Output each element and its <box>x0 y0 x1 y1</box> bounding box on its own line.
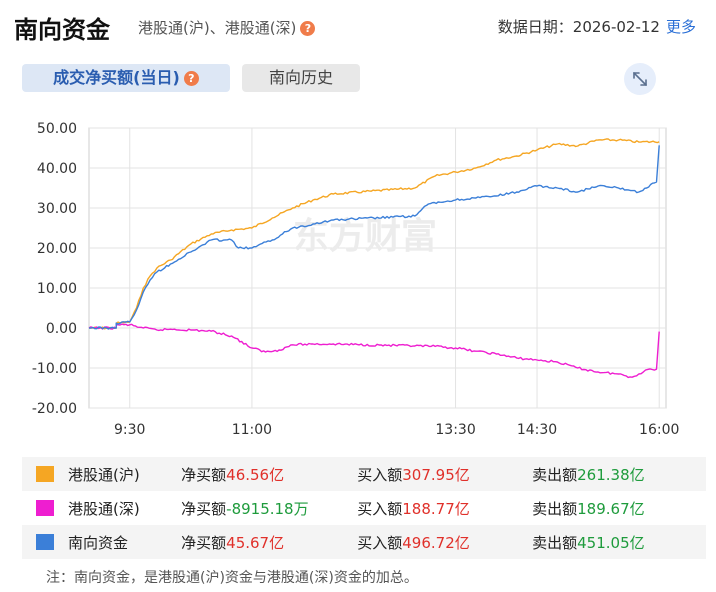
page-subtitle: 港股通(沪)、港股通(深)? <box>138 17 316 38</box>
y-tick-label: -10.00 <box>32 361 77 377</box>
legend-series-name: 南向资金 <box>68 533 129 552</box>
y-axis: 50.00 40.00 30.00 20.00 10.00 0.00 -10.00 -20.0… <box>32 121 77 417</box>
buy-label: 买入额 <box>357 533 403 552</box>
data-date-label: 数据日期：2026-02-12 <box>497 18 660 36</box>
data-date: 数据日期：2026-02-12 更多 <box>498 16 696 37</box>
chart-series <box>88 138 660 379</box>
y-tick-label: 30.00 <box>37 201 77 217</box>
legend-net-cell: 净买额-8915.18万 <box>180 491 356 525</box>
more-link[interactable]: 更多 <box>665 18 696 36</box>
net-buy-value: -8915.18万 <box>226 499 309 518</box>
watermark: 东方财富 <box>293 215 437 257</box>
legend-net-cell: 净买额45.67亿 <box>180 525 356 559</box>
buy-label: 买入额 <box>357 499 403 518</box>
buy-value: 307.95亿 <box>402 465 470 484</box>
legend-buy-cell: 买入额496.72亿 <box>356 525 531 559</box>
series-line <box>88 323 660 379</box>
legend-sell-cell: 卖出额261.38亿 <box>531 457 706 491</box>
legend-name-cell: 港股通(沪) <box>22 457 180 491</box>
line-chart: 东方财富 50.00 40.00 30.00 20.00 10.00 0.00 -10.00… <box>32 121 680 438</box>
expand-icon <box>633 72 647 86</box>
sell-label: 卖出额 <box>532 465 578 484</box>
footnote: 注：南向资金，是港股通(沪)资金与港股通(深)资金的加总。 <box>46 570 418 586</box>
series-line <box>88 145 660 330</box>
x-tick-label: 16:00 <box>639 422 679 438</box>
legend-sell-cell: 卖出额189.67亿 <box>531 491 706 525</box>
tab-net-buy-today-label: 成交净买额(当日) <box>53 68 180 87</box>
legend-series-name: 港股通(沪) <box>68 465 140 484</box>
legend-sell-cell: 卖出额451.05亿 <box>531 525 706 559</box>
net-buy-label: 净买额 <box>181 533 227 552</box>
buy-value: 188.77亿 <box>402 499 470 518</box>
sell-value: 189.67亿 <box>577 499 645 518</box>
x-tick-label: 9:30 <box>114 422 145 438</box>
legend-series-name: 港股通(深) <box>68 499 140 518</box>
sell-label: 卖出额 <box>532 499 578 518</box>
sell-label: 卖出额 <box>532 533 578 552</box>
x-axis: 9:30 11:00 13:30 14:30 16:00 <box>114 422 679 438</box>
net-buy-value: 45.67亿 <box>226 533 285 552</box>
series-line <box>89 138 660 330</box>
y-tick-label: 40.00 <box>37 161 77 177</box>
legend-swatch <box>36 466 54 482</box>
x-tick-label: 11:00 <box>232 422 272 438</box>
x-tick-label: 14:30 <box>517 422 557 438</box>
legend-swatch <box>36 500 54 516</box>
x-tick-label: 13:30 <box>435 422 475 438</box>
y-tick-label: -20.00 <box>32 401 77 417</box>
legend-row: 南向资金 净买额45.67亿 买入额496.72亿 卖出额451.05亿 <box>22 525 706 559</box>
subtitle-text: 港股通(沪)、港股通(深) <box>138 19 297 37</box>
legend-name-cell: 南向资金 <box>22 525 180 559</box>
y-tick-label: 20.00 <box>37 241 77 257</box>
legend-buy-cell: 买入额307.95亿 <box>356 457 531 491</box>
y-tick-label: 50.00 <box>37 121 77 137</box>
legend-row: 港股通(沪) 净买额46.56亿 买入额307.95亿 卖出额261.38亿 <box>22 457 706 491</box>
sell-value: 261.38亿 <box>577 465 645 484</box>
legend-net-cell: 净买额46.56亿 <box>180 457 356 491</box>
legend-table: 港股通(沪) 净买额46.56亿 买入额307.95亿 卖出额261.38亿 港股通(深… <box>22 457 706 559</box>
buy-label: 买入额 <box>357 465 403 484</box>
net-buy-value: 46.56亿 <box>226 465 285 484</box>
legend-row: 港股通(深) 净买额-8915.18万 买入额188.77亿 卖出额189.67亿 <box>22 491 706 525</box>
sell-value: 451.05亿 <box>577 533 645 552</box>
legend-swatch <box>36 534 54 550</box>
chart-grid <box>88 127 667 409</box>
tab-net-buy-today[interactable]: 成交净买额(当日)? <box>22 64 230 92</box>
net-buy-label: 净买额 <box>181 465 227 484</box>
net-buy-label: 净买额 <box>181 499 227 518</box>
tab-help-icon[interactable]: ? <box>183 71 199 86</box>
expand-button[interactable] <box>624 63 656 95</box>
legend-name-cell: 港股通(深) <box>22 491 180 525</box>
y-tick-label: 0.00 <box>46 321 77 337</box>
legend-buy-cell: 买入额188.77亿 <box>356 491 531 525</box>
plot-frame <box>88 127 667 409</box>
header: 南向资金 港股通(沪)、港股通(深)? 数据日期：2026-02-12 更多 <box>14 8 702 44</box>
tab-southbound-history[interactable]: 南向历史 <box>242 64 360 92</box>
buy-value: 496.72亿 <box>402 533 470 552</box>
y-tick-label: 10.00 <box>37 281 77 297</box>
page-title: 南向资金 <box>14 16 110 44</box>
help-icon[interactable]: ? <box>300 21 316 36</box>
